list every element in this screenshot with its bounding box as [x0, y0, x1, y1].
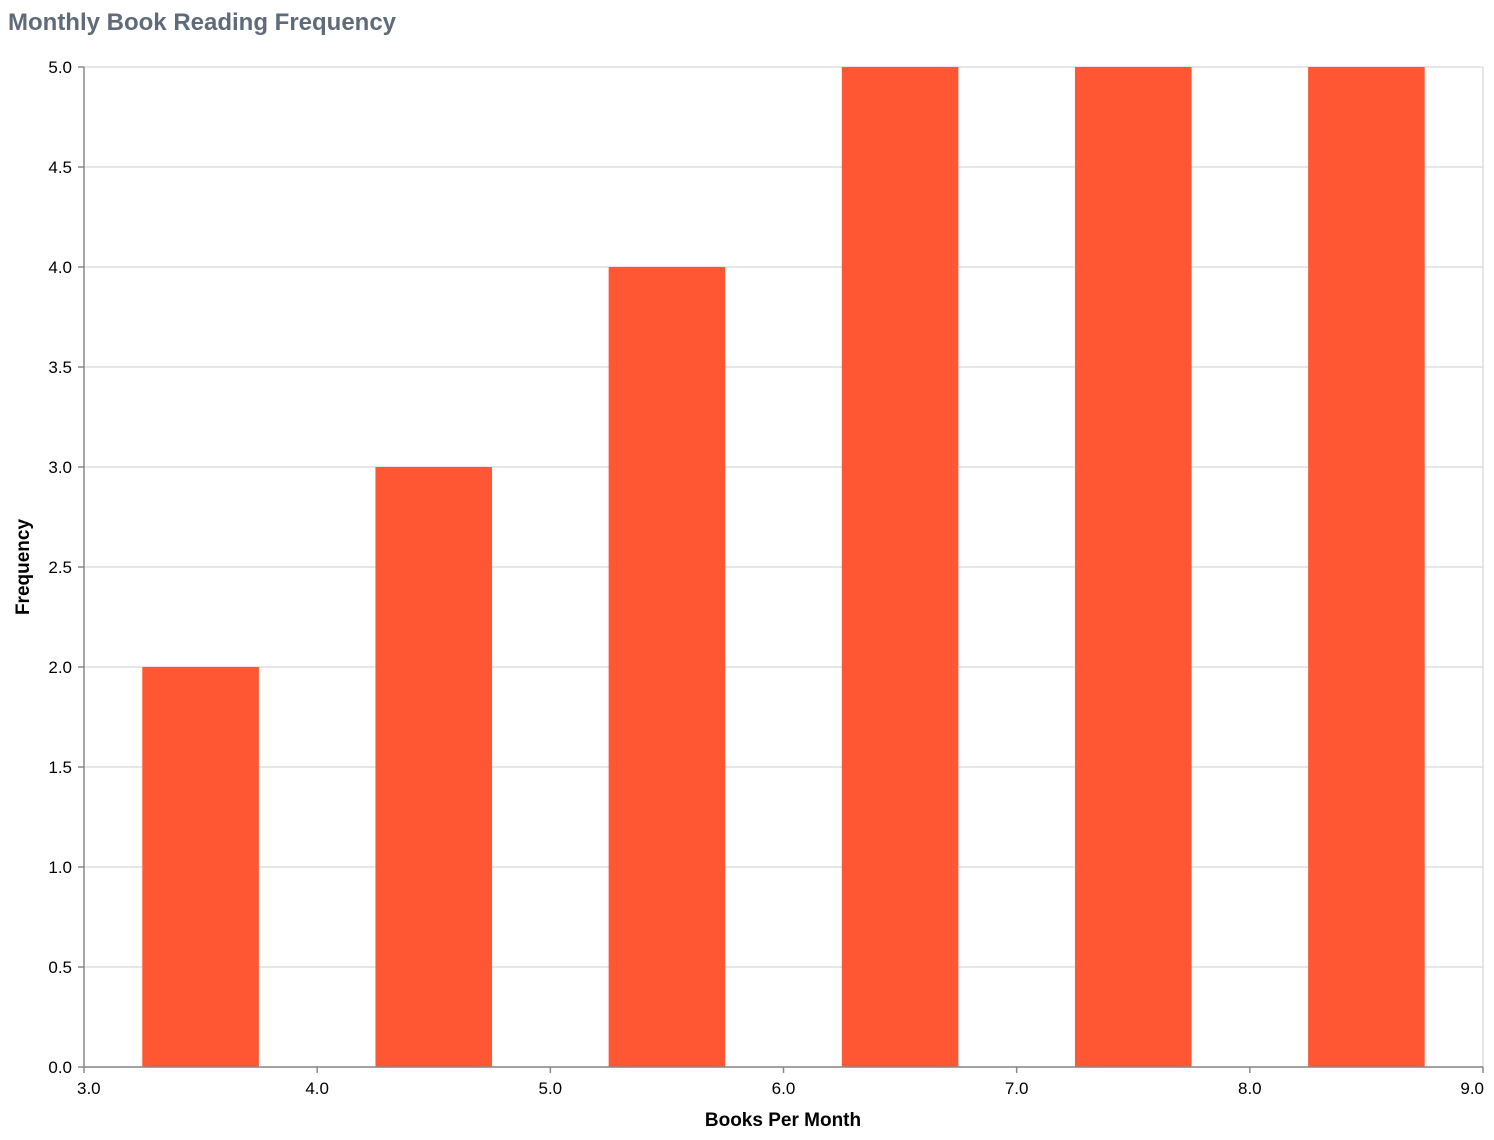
grid-lines — [84, 66, 1484, 1068]
x-axis: 3.0 4.0 5.0 6.0 7.0 8.0 9.0 — [77, 1066, 1484, 1098]
bar-8.0-9.0[interactable] — [1308, 67, 1425, 1067]
y-tick-label: 4.0 — [48, 258, 72, 277]
y-tick-label: 0.5 — [48, 958, 72, 977]
bar-6.0-7.0[interactable] — [841, 67, 959, 1067]
x-tick-label: 5.0 — [539, 1079, 563, 1098]
y-tick-label: 2.0 — [48, 658, 72, 677]
y-tick-label: 3.0 — [48, 458, 72, 477]
y-tick-label: 0.0 — [48, 1058, 72, 1077]
bar-4.0-5.0[interactable] — [375, 467, 493, 1067]
y-tick-label: 1.5 — [48, 758, 72, 777]
x-axis-title: Books Per Month — [705, 1110, 861, 1131]
y-tick-label: 1.0 — [48, 858, 72, 877]
y-tick-label: 3.5 — [48, 358, 72, 377]
x-tick-label: 6.0 — [772, 1079, 796, 1098]
bar-3.0-4.0[interactable] — [142, 667, 259, 1067]
y-tick-label: 5.0 — [48, 58, 72, 77]
x-tick-label: 4.0 — [305, 1079, 329, 1098]
bars — [142, 67, 1425, 1067]
y-tick-label: 4.5 — [48, 158, 72, 177]
x-tick-label: 8.0 — [1238, 1079, 1262, 1098]
x-tick-label: 3.0 — [77, 1079, 101, 1098]
bar-7.0-8.0[interactable] — [1074, 67, 1192, 1067]
chart-title: Monthly Book Reading Frequency — [8, 9, 397, 36]
x-tick-label: 7.0 — [1005, 1079, 1029, 1098]
x-tick-label: 9.0 — [1460, 1079, 1484, 1098]
y-axis-title: Frequency — [13, 519, 34, 616]
y-axis: 0.0 0.5 1.0 1.5 2.0 2.5 3.0 3.5 4.0 4.5 5.0 — [48, 58, 85, 1077]
bar-5.0-6.0[interactable] — [608, 267, 726, 1067]
y-tick-label: 2.5 — [48, 558, 72, 577]
